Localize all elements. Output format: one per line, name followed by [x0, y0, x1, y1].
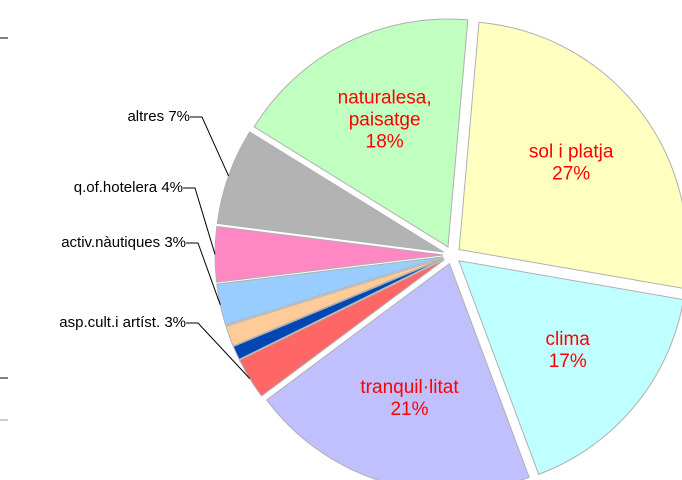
value-label: 3% — [164, 234, 186, 251]
category-label: altres — [127, 108, 164, 125]
pie-slice — [265, 262, 530, 480]
category-label: asp.cult.i artíst. — [59, 314, 160, 331]
pie-slice — [225, 257, 444, 347]
category-label: paisatge — [349, 110, 421, 131]
slice-label: sol i platja 27% — [529, 141, 614, 184]
slice-label: tranquil·litat 21% — [360, 377, 459, 420]
value-label: 21% — [390, 399, 428, 420]
slice-label: altres 7% — [127, 108, 190, 125]
category-label: sol i platja — [529, 141, 614, 162]
value-label: 7% — [168, 108, 190, 125]
pie-slice — [214, 225, 444, 283]
leader-line — [183, 187, 216, 255]
value-label: 4% — [161, 179, 183, 196]
value-label: 3% — [164, 314, 186, 331]
leader-line — [186, 322, 251, 379]
pie-slice — [458, 260, 682, 476]
value-label: 17% — [549, 351, 587, 372]
slice-label: q.of.hotelera 4% — [74, 179, 183, 196]
slice-label: clima 17% — [546, 329, 591, 372]
category-label: tranquil·litat — [360, 377, 459, 398]
category-label: q.of.hotelera — [74, 179, 158, 196]
slice-label: asp.cult.i artíst. 3% — [59, 314, 186, 331]
category-label: clima — [546, 329, 591, 350]
leader-line — [186, 242, 221, 305]
slice-label: naturalesa, paisatge 18% — [338, 88, 432, 153]
category-label: activ.nàutiques — [61, 234, 160, 251]
pie-slice — [253, 18, 469, 248]
slice-label: activ.nàutiques 3% — [61, 234, 186, 251]
value-label: 27% — [552, 163, 590, 184]
leader-line — [190, 116, 230, 177]
value-label: 18% — [366, 132, 404, 153]
pie-slice — [216, 131, 444, 253]
pie-slice — [232, 258, 445, 360]
pie-slice — [458, 21, 682, 289]
category-label: naturalesa, — [338, 88, 432, 109]
